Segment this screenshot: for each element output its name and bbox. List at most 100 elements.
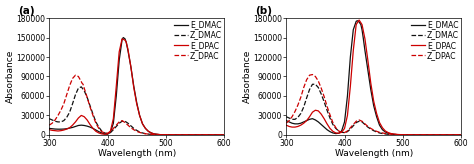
E_DPAC (122, 39, 128, 41)
Z_DPAC (105, 132, 110, 134)
Z_DPAC (163, 134, 169, 136)
E_DMAC (355, 20, 360, 22)
Z_DPAC (52, 119, 58, 121)
E_DPAC (70, 124, 75, 126)
E_DPAC (116, 51, 122, 53)
E_DMAC (380, 129, 385, 131)
Z_DMAC (319, 93, 324, 95)
Z_DPAC (151, 134, 157, 136)
Z_DMAC (383, 133, 388, 135)
E_DPAC (93, 130, 99, 132)
Z_DMAC (283, 116, 289, 118)
Z_DMAC (292, 118, 298, 120)
Z_DMAC (289, 118, 295, 120)
E_DPAC (87, 123, 93, 125)
E_DPAC (307, 116, 312, 118)
Z_DPAC (411, 134, 417, 136)
E_DMAC (345, 95, 350, 97)
Z_DMAC (423, 134, 429, 136)
E_DPAC (73, 121, 78, 123)
E_DMAC (292, 123, 298, 125)
E_DMAC (368, 89, 374, 91)
E_DMAC (411, 134, 417, 136)
Z_DPAC (368, 127, 374, 129)
E_DMAC (374, 116, 380, 118)
Z_DPAC (131, 129, 137, 131)
Z_DMAC (342, 132, 347, 134)
E_DPAC (289, 126, 295, 128)
Z_DMAC (96, 126, 101, 128)
Z_DMAC (46, 118, 52, 120)
Z_DPAC (93, 122, 99, 124)
Z_DPAC (289, 116, 295, 118)
E_DPAC (385, 132, 391, 134)
Z_DMAC (125, 122, 131, 124)
E_DMAC (289, 122, 295, 124)
Z_DMAC (82, 90, 87, 92)
E_DPAC (75, 117, 81, 119)
E_DPAC (383, 130, 388, 132)
E_DPAC (99, 133, 105, 135)
E_DMAC (148, 132, 154, 134)
Z_DMAC (116, 122, 122, 124)
Z_DPAC (79, 82, 85, 84)
E_DPAC (125, 48, 131, 50)
Z_DMAC (336, 130, 342, 132)
Z_DPAC (75, 75, 81, 77)
E_DMAC (55, 128, 61, 130)
Z_DMAC (316, 87, 321, 89)
E_DPAC (163, 134, 169, 136)
Z_DMAC (128, 125, 134, 127)
E_DMAC (221, 134, 227, 136)
E_DMAC (128, 66, 134, 68)
Z_DMAC (99, 130, 105, 132)
Z_DPAC (96, 127, 101, 129)
E_DMAC (371, 105, 376, 107)
E_DPAC (64, 128, 70, 130)
E_DPAC (301, 122, 307, 124)
E_DMAC (116, 59, 122, 61)
E_DPAC (345, 114, 350, 116)
E_DPAC (321, 118, 327, 120)
Z_DPAC (423, 134, 429, 136)
Z_DMAC (148, 133, 154, 135)
Z_DPAC (292, 111, 298, 113)
E_DPAC (96, 132, 101, 134)
E_DPAC (359, 24, 365, 26)
E_DPAC (298, 124, 304, 126)
E_DMAC (79, 124, 84, 126)
Z_DMAC (353, 122, 359, 123)
E_DMAC (388, 133, 394, 135)
E_DMAC (99, 132, 105, 134)
Z_DMAC (350, 125, 356, 127)
E_DMAC (174, 134, 180, 136)
Z_DPAC (70, 77, 75, 79)
E_DMAC (383, 131, 388, 133)
Z_DPAC (73, 74, 78, 76)
E_DPAC (423, 134, 429, 136)
Z_DMAC (73, 94, 78, 96)
E_DPAC (353, 24, 359, 26)
Z_DMAC (102, 132, 108, 134)
Z_DPAC (221, 134, 227, 136)
E_DPAC (388, 133, 394, 135)
Z_DPAC (435, 134, 441, 136)
E_DMAC (90, 127, 96, 129)
E_DPAC (46, 129, 52, 131)
Z_DPAC (388, 133, 394, 135)
Z_DPAC (301, 87, 307, 89)
E_DMAC (125, 50, 131, 51)
E_DPAC (119, 38, 125, 40)
Z_DPAC (64, 94, 70, 96)
E_DPAC (336, 132, 342, 134)
Z_DPAC (80, 83, 86, 85)
E_DPAC (377, 122, 383, 123)
E_DPAC (295, 125, 301, 127)
Z_DMAC (371, 130, 376, 132)
E_DMAC (120, 37, 126, 39)
E_DMAC (151, 133, 157, 135)
E_DMAC (330, 132, 336, 134)
E_DMAC (108, 131, 113, 133)
E_DPAC (58, 130, 64, 132)
Z_DPAC (385, 133, 391, 135)
